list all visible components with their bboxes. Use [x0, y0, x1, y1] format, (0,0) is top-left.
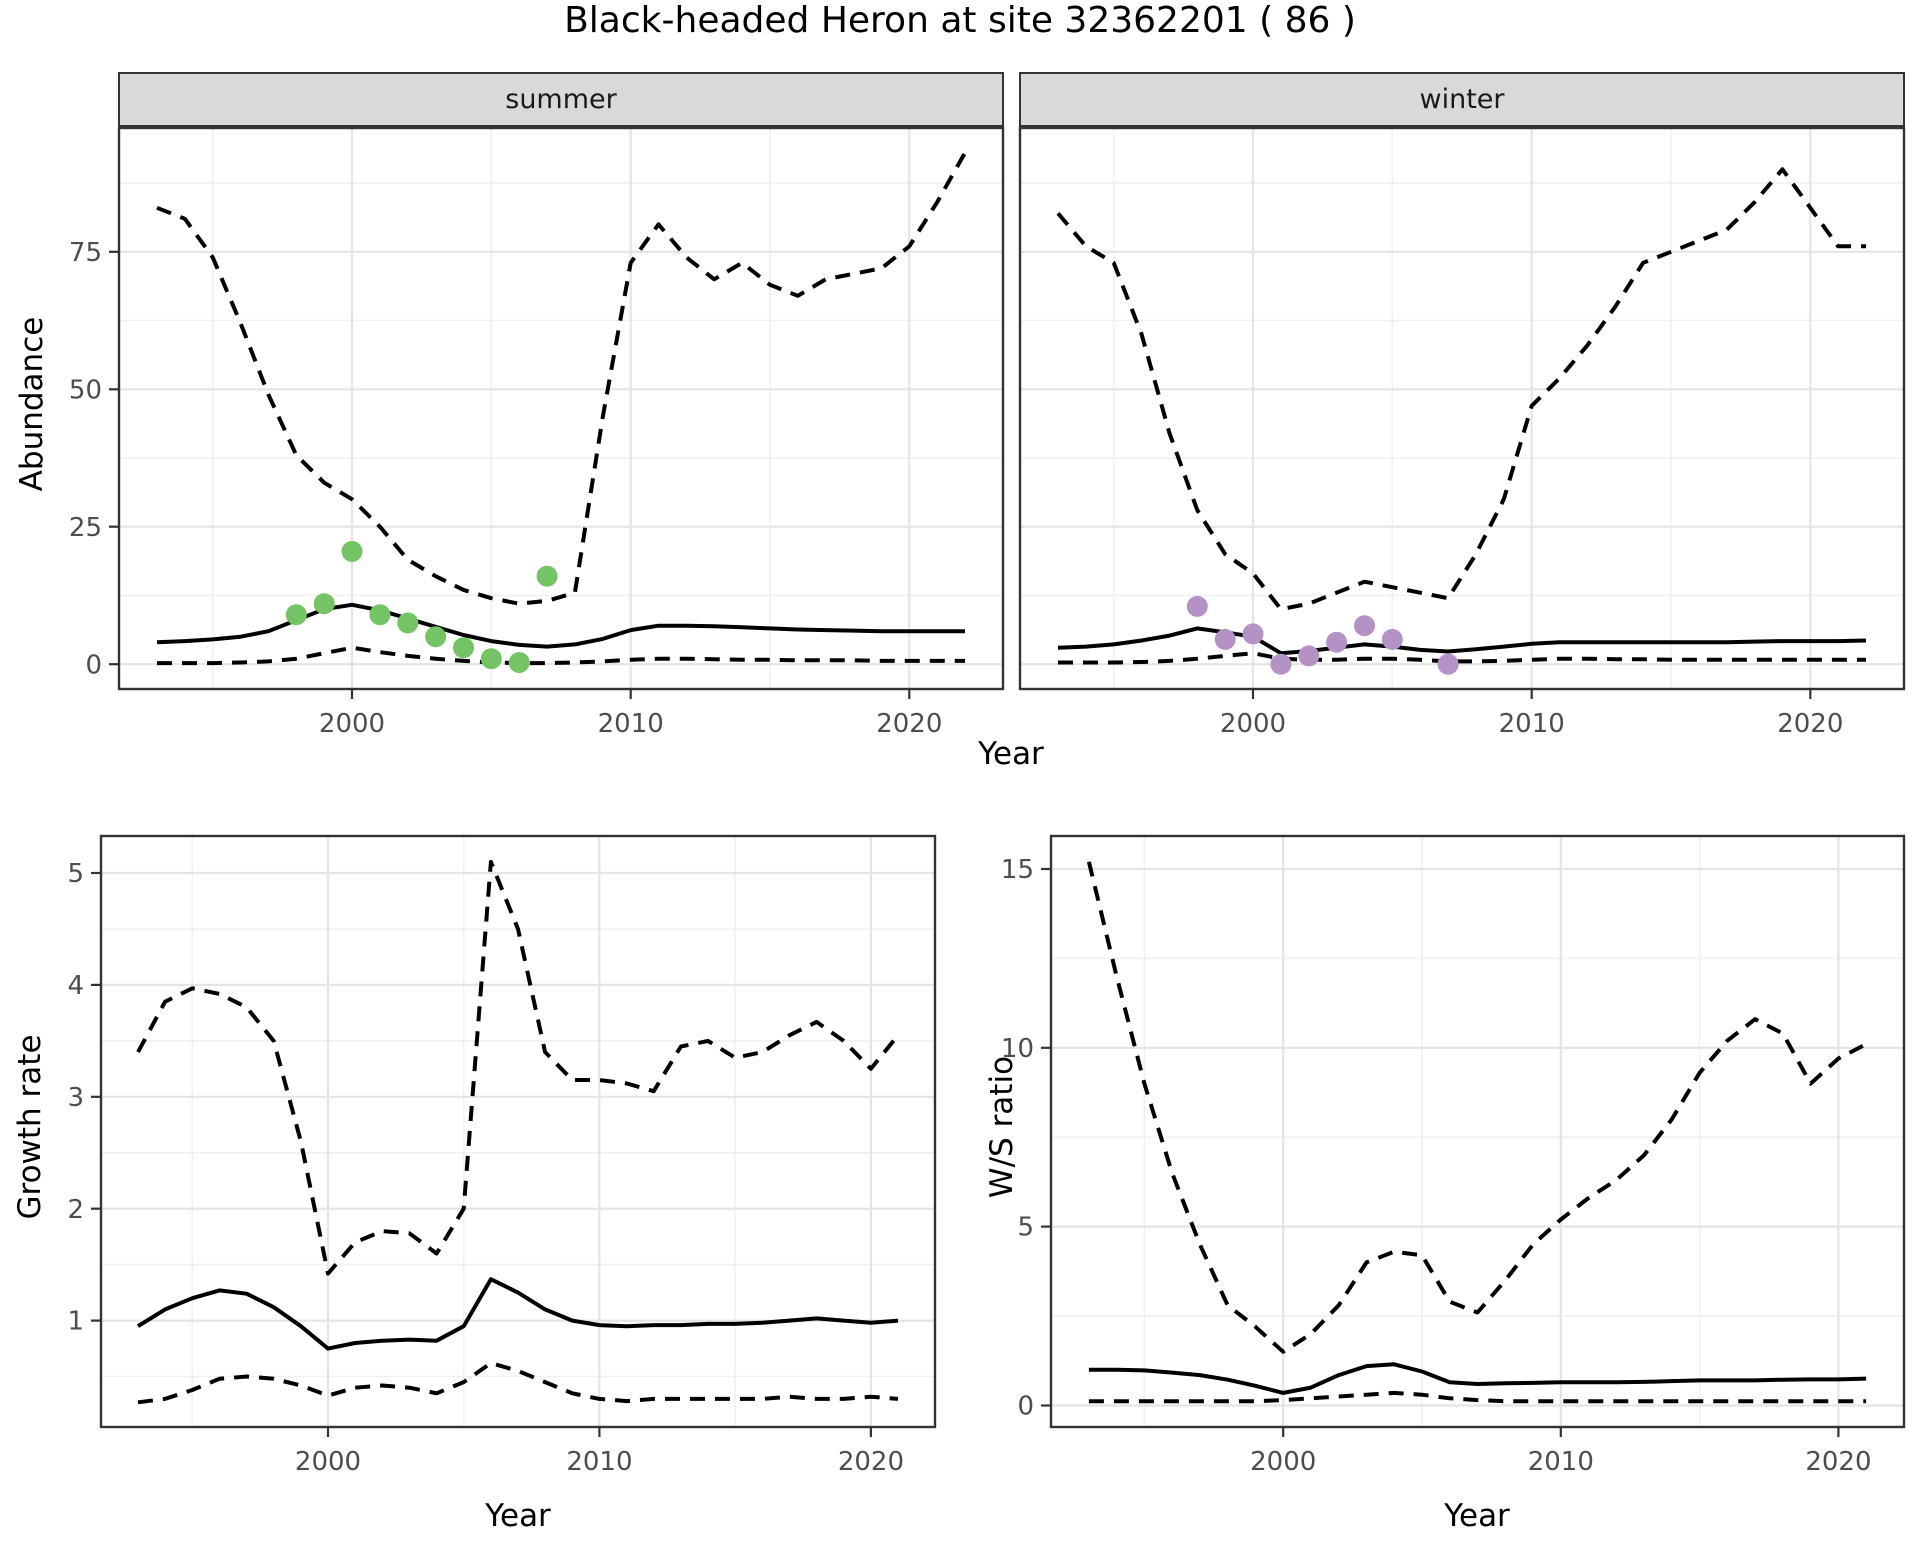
observation-point [536, 565, 558, 587]
y-tick-label: 1 [67, 1307, 84, 1337]
observation-point [453, 637, 474, 659]
mean-line [1088, 1362, 1867, 1395]
observation-point [369, 604, 391, 626]
observation-point [1242, 623, 1264, 645]
x-tick-label: 2020 [1777, 709, 1843, 739]
observation-point [480, 648, 502, 670]
mean-line [1057, 626, 1867, 656]
growth-rate-panel [99, 834, 937, 1429]
year-axis-label-top: Year [978, 736, 1044, 772]
lower_95ci-line [137, 1361, 899, 1405]
observation-point [1298, 645, 1320, 667]
year-axis-label-ws: Year [1444, 1498, 1510, 1534]
observation-point [1381, 628, 1403, 650]
observation-point [508, 652, 530, 673]
observation-point [341, 540, 363, 562]
x-tick-label: 2020 [1805, 1447, 1871, 1477]
observation-point [1214, 628, 1236, 650]
y-tick-label: 10 [1001, 1034, 1034, 1064]
x-tick-label: 2010 [1528, 1447, 1594, 1477]
observation-point [425, 626, 447, 648]
y-tick-label: 4 [67, 971, 84, 1001]
lower_95ci-line [157, 645, 965, 666]
observation-point [397, 612, 419, 634]
ws-ratio-panel [1049, 834, 1906, 1429]
x-tick-label: 2000 [319, 709, 385, 739]
observation-point [313, 593, 335, 615]
y-tick-label: 50 [69, 375, 102, 405]
x-tick-label: 2000 [1250, 1447, 1316, 1477]
observation-point [1270, 653, 1292, 675]
x-tick-label: 2010 [566, 1447, 632, 1477]
abundance-winter-panel [1018, 126, 1906, 691]
panel-border [117, 126, 1005, 691]
upper_95ci-line [156, 151, 967, 606]
y-tick-label: 0 [1017, 1392, 1034, 1422]
panel-border [1018, 126, 1906, 691]
x-tick-label: 2000 [295, 1447, 361, 1477]
observation-point [1186, 595, 1208, 617]
observation-point [1326, 631, 1348, 653]
lower_95ci-line [1058, 651, 1866, 665]
facet-label-summer: summer [505, 84, 617, 115]
x-tick-label: 2010 [1499, 709, 1565, 739]
panel-border [1049, 834, 1906, 1429]
year-axis-label-growth: Year [485, 1498, 551, 1534]
facet-label-winter: winter [1419, 84, 1505, 115]
abundance-summer-panel [117, 126, 1005, 691]
panel-border [99, 834, 937, 1429]
lower_95ci-line [1088, 1390, 1867, 1404]
observation-point [1354, 615, 1375, 637]
y-tick-label: 25 [69, 513, 102, 543]
panel-background [1050, 835, 1905, 1428]
x-tick-label: 2000 [1220, 709, 1286, 739]
facet-strip-summer: summer [118, 72, 1004, 127]
plot-title: Black-headed Heron at site 32362201 ( 86… [564, 0, 1356, 41]
facet-strip-winter: winter [1019, 72, 1905, 127]
y-tick-label: 2 [67, 1195, 84, 1225]
y-tick-label: 5 [67, 859, 84, 889]
observation-point [1437, 653, 1459, 675]
upper_95ci-line [136, 859, 900, 1276]
mean-line [136, 1277, 899, 1351]
x-tick-label: 2020 [876, 709, 942, 739]
x-tick-label: 2020 [838, 1447, 904, 1477]
y-tick-label: 15 [1001, 855, 1034, 885]
y-tick-label: 5 [1017, 1213, 1034, 1243]
upper_95ci-line [1086, 861, 1868, 1354]
upper_95ci-line [1056, 167, 1866, 612]
y-tick-label: 3 [67, 1083, 84, 1113]
y-tick-label: 0 [85, 650, 102, 680]
observation-point [285, 604, 307, 626]
y-tick-label: 75 [69, 238, 102, 268]
x-tick-label: 2010 [598, 709, 664, 739]
